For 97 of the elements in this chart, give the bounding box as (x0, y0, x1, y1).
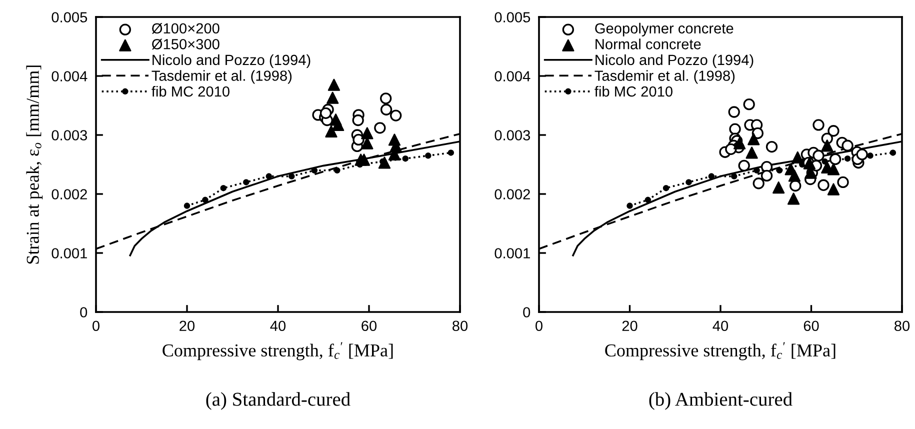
y-tick-label: 0.001 (494, 248, 530, 258)
point (844, 155, 851, 162)
y-axis-title: Strain at peak, ε$_{o}$ [mm/mm] (26, 66, 43, 264)
point (730, 173, 738, 180)
y-tick-label: 0.002 (494, 189, 530, 200)
y-tick-label: 0.004 (494, 71, 530, 82)
point (827, 163, 840, 176)
point (448, 150, 454, 156)
point (788, 170, 801, 182)
legend-label: Ø150×300 (152, 38, 220, 50)
point (812, 150, 824, 162)
point (266, 173, 272, 180)
point (792, 151, 804, 164)
point (746, 146, 758, 159)
point (352, 134, 364, 146)
point (380, 92, 392, 104)
point (743, 98, 755, 110)
point (352, 114, 364, 126)
point (374, 122, 386, 134)
point (184, 202, 190, 209)
point (890, 150, 896, 156)
legend-label: fib MC 2010 (594, 86, 672, 97)
x-tick-label: 20 (180, 320, 195, 332)
legend-label: Nicolo and Pozzo (1994) (596, 54, 754, 68)
point (320, 107, 332, 120)
y-tick-label: 0 (80, 307, 88, 318)
y-tick-label: 0.005 (494, 12, 530, 22)
point (733, 137, 746, 150)
legend-label: Tasdemir et al. (1998) (152, 70, 292, 84)
x-tick-label: 40 (270, 320, 286, 332)
legend-label: Ø100×200 (152, 22, 220, 34)
y-tick-label: 0.004 (52, 71, 88, 82)
point (725, 143, 737, 155)
text: (a) Standard-cured (206, 392, 350, 410)
point (772, 181, 785, 194)
point (837, 176, 849, 188)
point (644, 196, 652, 204)
point (760, 170, 773, 182)
legend-label: Tasdemir et al. (1998) (594, 70, 735, 84)
point (378, 156, 391, 169)
point (842, 140, 854, 152)
point (818, 179, 830, 191)
y-tick-label: 0.003 (494, 130, 530, 140)
point (662, 184, 670, 192)
y-tick-label: 0.003 (52, 130, 88, 140)
point (856, 148, 868, 160)
point (821, 140, 834, 152)
y-tick-label: 0.002 (52, 189, 87, 200)
legend-label: Normal concrete (596, 38, 701, 50)
x-tick-label: 0 (92, 320, 100, 332)
point (325, 125, 338, 138)
point (220, 184, 227, 192)
y-tick-label: 0 (523, 307, 530, 318)
x-tick-label: 60 (362, 320, 377, 332)
point (776, 167, 783, 174)
point (829, 153, 842, 166)
x-tick-label: 80 (452, 320, 468, 332)
y-tick-label: 0.001 (52, 248, 87, 258)
point (728, 106, 740, 118)
point (766, 140, 778, 153)
point (425, 152, 432, 159)
x-tick-label: 40 (712, 320, 728, 332)
y-tick-label: 0.005 (52, 12, 88, 22)
point (361, 127, 374, 140)
point (243, 179, 250, 186)
point (827, 183, 840, 196)
point (334, 167, 340, 174)
x-tick-label: 0 (536, 320, 542, 332)
point (748, 133, 760, 146)
point (708, 173, 715, 180)
legend-label: fib MC 2010 (152, 86, 230, 97)
point (787, 192, 800, 205)
point (828, 125, 840, 137)
point (729, 123, 741, 135)
legend-label: Geopolymer concrete (595, 22, 734, 36)
point (288, 173, 295, 180)
point (754, 167, 760, 174)
point (626, 202, 633, 209)
point (812, 119, 824, 131)
x-tick-label: 20 (622, 320, 638, 332)
point (402, 155, 409, 162)
legend-label: Nicolo and Pozzo (1994) (152, 54, 310, 68)
x-tick-label: 80 (894, 320, 910, 332)
point (867, 152, 874, 159)
point (738, 160, 750, 172)
x-axis-title: Compressive strength, f$_{c}$$^{′}$ [MPa] (162, 342, 393, 360)
point (328, 78, 340, 91)
point (752, 178, 764, 190)
point (311, 167, 318, 174)
point (686, 179, 692, 186)
x-tick-label: 60 (804, 320, 819, 332)
point (202, 196, 208, 204)
text: (b) Ambient-cured (649, 392, 792, 410)
point (390, 110, 402, 122)
point (326, 92, 339, 104)
x-axis-title: Compressive strength, f$_{c}$$^{′}$ [MPa] (605, 342, 836, 360)
point (380, 104, 392, 116)
